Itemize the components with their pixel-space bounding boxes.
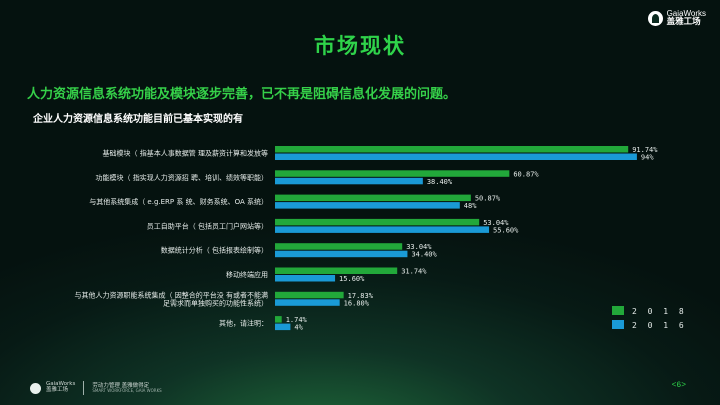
category-label: 与其他人力资源职能系统集成（ 因整合的平台没 有或者不能满足需求而单独购买的功能… (75, 290, 268, 307)
logo-text-cn: 盖雅工场 (666, 17, 701, 28)
data-label: 50.87% (475, 195, 501, 203)
data-label: 15.60% (339, 275, 365, 283)
bar-2016 (275, 299, 340, 306)
bar-2018 (275, 170, 510, 177)
bar-2016 (275, 323, 291, 331)
data-label: 94% (641, 154, 654, 162)
footer-tagline: 劳动力管理 盖雅做得定 (92, 382, 150, 389)
bar-2016 (275, 250, 408, 258)
bar-2018 (275, 243, 403, 250)
footer-brand: GaiaWorks 盖雅工场 劳动力管理 盖雅做得定 SMART WORKFOR… (30, 381, 162, 395)
data-label: 60.87% (513, 170, 539, 178)
category-label: 与其他系统集成（ e.g.ERP 系 统、财务系统、OA 系统） (89, 197, 268, 206)
bar-2018 (275, 146, 629, 153)
bar-2016 (275, 226, 490, 233)
data-label: 34.40% (411, 251, 437, 259)
brand-logo: GaiaWorks 盖雅工场 (647, 9, 706, 28)
bar-2018 (275, 267, 398, 274)
data-label: 31.74% (401, 268, 427, 276)
footer-logo-icon (30, 382, 41, 394)
category-label: 数据统计分析（ 包括报表绘制等） (161, 246, 268, 255)
legend-label: 2 0 1 6 (632, 321, 687, 330)
slide-title: 市场现状 (314, 34, 406, 58)
data-label: 16.80% (344, 299, 370, 307)
bar-2018 (275, 194, 471, 202)
category-label: 基础模块（ 指基本人事数据管 理及薪资计算和发放等 (103, 149, 268, 158)
bar-2016 (275, 177, 423, 185)
category-label: 功能模块（ 指实现人力资源招 聘、培训、绩效等职能） (96, 173, 268, 182)
leaf-logo-icon (647, 11, 663, 27)
bar-2016 (275, 153, 637, 160)
legend-label: 2 0 1 8 (632, 307, 687, 316)
data-label: 4% (294, 324, 303, 332)
data-label: 55.60% (493, 226, 519, 234)
bar-2018 (275, 316, 282, 323)
logo-text-en: GaiaWorks (666, 9, 706, 18)
footer-divider (83, 381, 85, 395)
legend-swatch (612, 306, 624, 315)
page-number: <6> (671, 381, 686, 390)
bar-2016 (275, 202, 460, 209)
footer-tagline-en: SMART WORKFORCE, GAIA WORKS (92, 387, 162, 393)
slide-subtitle: 人力资源信息系统功能及模块逐步完善，已不再是阻碍信息化发展的问题。 (27, 87, 457, 102)
legend-swatch (612, 320, 624, 329)
category-label: 其他，请注明： (219, 319, 268, 328)
category-label: 员工自助平台（ 包括员工门户网站等） (147, 221, 268, 230)
footer-logo-cn: 盖雅工场 (46, 387, 69, 393)
category-label: 移动终端应用 (226, 270, 268, 279)
data-label: 53.04% (483, 219, 509, 227)
data-label: 38.40% (427, 178, 453, 186)
bar-2018 (275, 291, 344, 299)
chart-title: 企业人力资源信息系统功能目前已基本实现的有 (33, 114, 243, 125)
footer-logo-en: GaiaWorks (46, 381, 76, 388)
bar-2016 (275, 275, 336, 282)
data-label: 33.04% (406, 243, 432, 251)
data-label: 91.74% (632, 146, 658, 154)
data-label: 48% (464, 202, 477, 210)
data-label: 1.74% (286, 316, 308, 324)
bar-2018 (275, 218, 480, 226)
data-label: 17.83% (348, 292, 374, 300)
